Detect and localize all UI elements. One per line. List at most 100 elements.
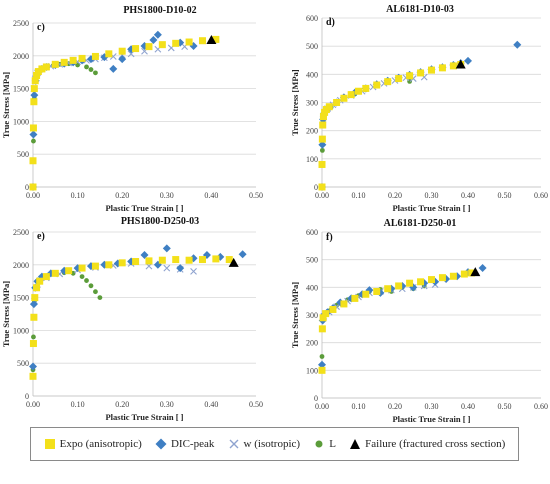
chart-title: PHS1800-D250-03 [121, 216, 199, 227]
data-point-expo [212, 255, 220, 263]
y-tick-label: 2500 [13, 228, 29, 237]
x-axis-title: Plastic True Strain [ ] [392, 414, 470, 424]
y-tick-label: 600 [306, 14, 318, 23]
data-point-expo [329, 305, 337, 313]
data-point-expo [29, 157, 37, 165]
x-axis-title: Plastic True Strain [ ] [392, 203, 470, 213]
series-dic [318, 40, 522, 191]
y-tick-label: 500 [306, 256, 318, 265]
y-tick-label: 2000 [13, 52, 29, 61]
legend-label-dic: DIC-peak [170, 438, 215, 450]
data-point-expo [225, 256, 233, 264]
data-point-expo [417, 278, 425, 286]
data-point-dic [478, 263, 487, 272]
y-tick-label: 100 [306, 366, 318, 375]
data-point-expo [118, 259, 126, 267]
data-point-expo [34, 68, 42, 76]
data-point-expo [31, 294, 39, 302]
y-tick-label: 1500 [13, 85, 29, 94]
series-expo [318, 60, 465, 191]
y-tick-label: 2500 [13, 19, 29, 28]
data-point-expo [172, 39, 180, 47]
data-point-expo [325, 103, 333, 111]
data-point-dic [318, 140, 327, 149]
data-point-dic [238, 250, 247, 259]
data-point-expo [33, 284, 41, 292]
legend-item-dic: DIC-peak [155, 438, 214, 450]
data-point-expo [362, 290, 370, 298]
data-point-expo [29, 340, 37, 348]
chart-title: AL6181-D250-01 [384, 218, 457, 229]
data-point-expo [105, 261, 113, 269]
series-w [319, 73, 428, 123]
y-axis-title: True Stress [MPa] [1, 72, 11, 138]
data-point-expo [212, 35, 220, 43]
x-tick-label: 0.10 [71, 400, 85, 409]
y-tick-label: 0 [314, 183, 318, 192]
data-point-expo [362, 84, 370, 92]
data-point-expo [340, 94, 348, 102]
data-point-expo [351, 294, 359, 302]
x-tick-label: 0.30 [425, 402, 439, 411]
x-tick-label: 0.20 [388, 191, 402, 200]
series-expo [29, 255, 233, 380]
data-point-expo [38, 65, 46, 73]
panel-label: e) [37, 231, 45, 242]
x-tick-label: 0.00 [26, 400, 40, 409]
data-point-expo [384, 285, 392, 293]
y-tick-label: 1000 [13, 326, 29, 335]
failure-marker [470, 267, 481, 277]
data-point-dic [29, 362, 37, 371]
data-point-dic [513, 40, 522, 49]
data-point-expo [91, 52, 99, 60]
legend-diamond-marker [155, 438, 167, 450]
data-point-expo [158, 256, 166, 264]
data-point-expo [417, 69, 425, 77]
y-tick-label: 0 [314, 394, 318, 403]
data-point-expo [105, 50, 113, 58]
data-point-expo [406, 72, 414, 80]
data-point-expo [322, 310, 330, 318]
data-point-L [93, 70, 98, 76]
legend-cross-marker [229, 439, 239, 449]
data-point-expo [373, 287, 381, 295]
legend-circle-marker [315, 440, 323, 448]
data-point-dic [464, 56, 472, 65]
legend-label-L: L [329, 438, 336, 450]
legend-square-marker [44, 439, 55, 449]
y-tick-label: 200 [306, 339, 318, 348]
data-point-expo [333, 99, 341, 106]
data-point-expo [118, 47, 126, 55]
data-point-L [79, 274, 85, 280]
x-tick-label: 0.30 [160, 191, 174, 200]
x-tick-label: 0.20 [388, 402, 402, 411]
data-point-expo [319, 113, 327, 121]
series-L [30, 270, 103, 373]
data-point-L [88, 283, 94, 289]
data-point-expo [145, 43, 153, 51]
y-tick-label: 400 [306, 70, 318, 79]
data-point-dic [109, 64, 118, 73]
data-point-expo [319, 121, 327, 129]
data-point-expo [172, 256, 180, 264]
data-point-expo [30, 98, 38, 106]
series-L [319, 283, 427, 359]
x-axis-title: Plastic True Strain [ ] [105, 412, 183, 422]
x-tick-label: 0.20 [115, 191, 129, 200]
series-dic [318, 263, 487, 369]
x-axis-title: Plastic True Strain [ ] [105, 203, 183, 213]
x-tick-label: 0.30 [425, 191, 439, 200]
x-tick-label: 0.50 [249, 191, 263, 200]
data-point-w [163, 264, 171, 272]
data-point-expo [318, 366, 326, 374]
data-point-expo [198, 256, 206, 264]
x-tick-label: 0.10 [352, 402, 366, 411]
data-point-L [88, 67, 94, 72]
data-point-w [190, 267, 197, 275]
y-axis-title: True Stress [MPa] [1, 281, 11, 347]
x-tick-label: 0.40 [461, 402, 475, 411]
x-tick-label: 0.40 [461, 191, 475, 200]
data-point-expo [33, 71, 41, 79]
data-point-expo [185, 256, 193, 264]
data-point-expo [65, 267, 73, 275]
